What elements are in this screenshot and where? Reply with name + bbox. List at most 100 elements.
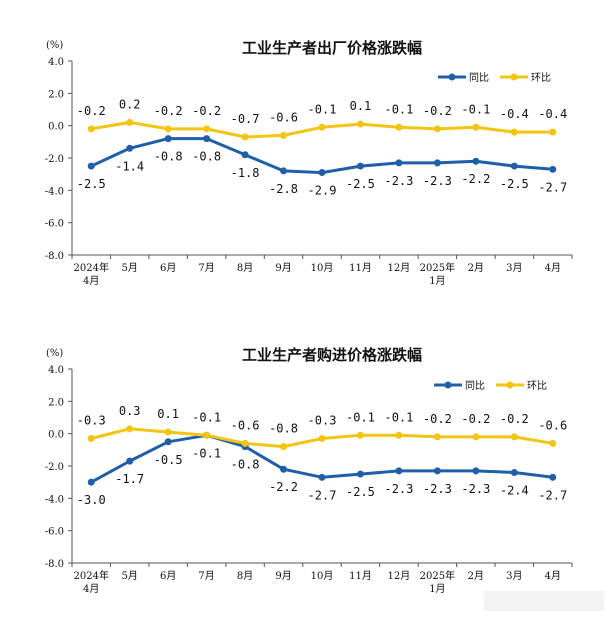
data-label-yoy: -2.7: [308, 488, 337, 502]
x-tick-label: 6月: [160, 262, 176, 274]
data-label-yoy: -1.4: [115, 159, 144, 173]
data-point-mom: [203, 431, 211, 439]
data-label-mom: -0.2: [423, 104, 452, 118]
x-tick-label: 9月: [275, 570, 291, 582]
data-point-mom: [164, 125, 172, 133]
data-label-yoy: -2.3: [461, 482, 490, 496]
data-label-mom: -0.2: [77, 104, 106, 118]
data-point-yoy: [87, 162, 95, 170]
data-label-yoy: -2.3: [423, 174, 452, 188]
data-point-mom: [241, 133, 249, 141]
data-label-mom: -0.1: [192, 410, 221, 424]
y-tick-label: -2.0: [45, 154, 64, 165]
x-tick-label: 10月: [311, 262, 334, 274]
y-tick-label: -6.0: [45, 527, 64, 538]
y-tick-label: 0.0: [48, 430, 64, 441]
x-tick-label: 5月: [122, 262, 138, 274]
data-label-yoy: -1.7: [115, 472, 144, 486]
x-tick-label: 6月: [160, 570, 176, 582]
x-tick-label: 2月: [468, 570, 484, 582]
data-label-mom: -0.3: [77, 414, 106, 428]
data-label-mom: 0.1: [157, 407, 179, 421]
data-point-mom: [356, 120, 364, 128]
x-tick-label: 2025年 1月: [420, 261, 455, 287]
data-point-mom: [280, 131, 288, 139]
x-tick-label: 2024年 4月: [74, 261, 109, 287]
data-label-mom: -0.3: [308, 414, 337, 428]
data-point-mom: [126, 118, 134, 126]
data-point-yoy: [318, 473, 326, 481]
data-label-mom: -0.2: [500, 412, 529, 426]
data-point-yoy: [472, 157, 480, 165]
y-tick-label: 4.0: [48, 57, 64, 68]
data-point-yoy: [164, 438, 172, 446]
data-label-yoy: -3.0: [77, 493, 106, 507]
data-point-mom: [395, 431, 403, 439]
data-label-yoy: -0.8: [231, 458, 260, 472]
data-point-yoy: [318, 169, 326, 177]
data-label-mom: 0.2: [119, 97, 141, 111]
y-tick-label: 4.0: [48, 365, 64, 376]
data-label-mom: -0.1: [461, 102, 490, 116]
watermark: [484, 591, 604, 611]
y-tick-label: 2.0: [48, 397, 64, 408]
data-point-yoy: [549, 165, 557, 173]
data-label-yoy: -0.5: [154, 453, 183, 467]
data-label-yoy: -1.8: [231, 166, 260, 180]
data-point-yoy: [126, 457, 134, 465]
data-label-mom: -0.4: [538, 107, 567, 121]
data-label-mom: -0.2: [154, 104, 183, 118]
data-point-mom: [164, 428, 172, 436]
data-point-yoy: [126, 144, 134, 152]
x-tick-label: 8月: [237, 262, 253, 274]
data-point-mom: [510, 433, 518, 441]
data-label-yoy: -0.1: [192, 446, 221, 460]
data-point-yoy: [241, 151, 249, 159]
data-label-yoy: -2.3: [423, 482, 452, 496]
x-tick-label: 4月: [545, 570, 561, 582]
data-point-mom: [472, 123, 480, 131]
data-point-mom: [241, 439, 249, 447]
x-tick-label: 12月: [388, 570, 411, 582]
data-point-mom: [433, 433, 441, 441]
data-label-yoy: -2.5: [346, 485, 375, 499]
data-point-yoy: [164, 135, 172, 143]
data-label-yoy: -2.5: [77, 177, 106, 191]
data-point-mom: [433, 125, 441, 133]
data-label-mom: -0.1: [384, 410, 413, 424]
data-label-yoy: -2.2: [461, 172, 490, 186]
data-label-mom: -0.2: [461, 412, 490, 426]
data-point-yoy: [549, 473, 557, 481]
chart-1: 工业生产者出厂价格涨跌幅 (%) 4.0 2.0 0.0 -2.0 -4.0 -6.0 -8.0…: [45, 39, 573, 287]
data-label-yoy: -0.8: [154, 150, 183, 164]
data-point-yoy: [356, 162, 364, 170]
data-point-mom: [472, 433, 480, 441]
chart-title: 工业生产者购进价格涨跌幅: [242, 346, 422, 364]
x-tick-label: 3月: [506, 570, 522, 582]
data-label-mom: -0.2: [423, 412, 452, 426]
data-point-mom: [510, 128, 518, 136]
data-point-mom: [549, 128, 557, 136]
legend-marker: [506, 381, 514, 389]
y-tick-label: -6.0: [45, 219, 64, 230]
x-tick-label: 2024年 4月: [74, 569, 109, 595]
data-label-mom: -0.2: [192, 104, 221, 118]
data-label-mom: -0.8: [269, 422, 298, 436]
data-label-yoy: -0.8: [192, 150, 221, 164]
data-label-yoy: -2.4: [500, 483, 529, 497]
data-label-yoy: -2.2: [269, 480, 298, 494]
data-point-yoy: [280, 465, 288, 473]
data-label-yoy: -2.3: [384, 174, 413, 188]
data-point-mom: [87, 125, 95, 133]
legend-marker: [510, 73, 518, 81]
data-point-mom: [87, 435, 95, 443]
data-point-mom: [318, 435, 326, 443]
x-tick-label: 3月: [506, 262, 522, 274]
data-point-yoy: [280, 167, 288, 175]
data-label-mom: -0.4: [500, 107, 529, 121]
data-label-yoy: -2.5: [346, 177, 375, 191]
data-point-mom: [356, 431, 364, 439]
y-tick-label: 0.0: [48, 122, 64, 133]
data-point-yoy: [433, 467, 441, 475]
